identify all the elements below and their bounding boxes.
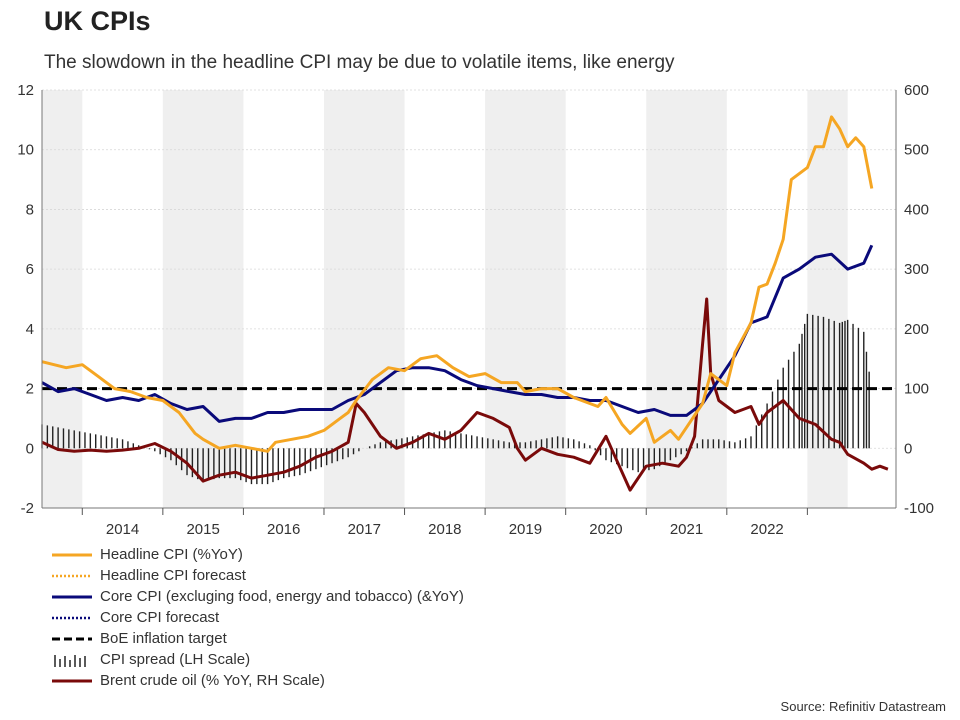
- x-tick-label: 2017: [348, 521, 381, 538]
- year-band: [42, 90, 83, 508]
- left-tick-label: 12: [17, 82, 34, 99]
- legend-label-core: Core CPI (excluging food, energy and tob…: [100, 588, 464, 605]
- spread-swatch: [54, 654, 86, 667]
- right-axis-ticks: 600 500 400 300 200 100 0 -100: [904, 82, 934, 517]
- right-tick-label: -100: [904, 500, 934, 517]
- x-tick-label: 2016: [267, 521, 300, 538]
- left-tick-label: 4: [26, 321, 34, 338]
- core-swatch: [52, 595, 92, 598]
- chart-canvas: 12 10 8 6 4 2 0 -2 600 500 400 300 200 100 0 -100 2014…: [17, 82, 934, 538]
- legend-item-spread: CPI spread (LH Scale): [52, 649, 464, 670]
- year-band: [646, 90, 727, 508]
- legend-item-core-forecast: Core CPI forecast: [52, 607, 464, 628]
- x-axis-ticks: 2014 2015 2016 2017 2018 2019 2020 2021 2022: [81, 508, 808, 538]
- source-note: Source: Refinitiv Datastream: [780, 699, 946, 714]
- x-tick-label: 2019: [509, 521, 542, 538]
- series-lines: [41, 115, 896, 492]
- headline-swatch: [52, 553, 92, 556]
- right-tick-label: 400: [904, 201, 929, 218]
- brent-line: [41, 297, 889, 492]
- x-tick-label: 2022: [750, 521, 783, 538]
- legend-item-core: Core CPI (excluging food, energy and tob…: [52, 586, 464, 607]
- right-tick-label: 200: [904, 321, 929, 338]
- right-tick-label: 100: [904, 381, 929, 398]
- left-tick-label: 0: [26, 440, 34, 457]
- year-band: [323, 90, 405, 508]
- legend-label-brent: Brent crude oil (% YoY, RH Scale): [100, 672, 325, 689]
- right-tick-label: 300: [904, 261, 929, 278]
- axes: [41, 90, 897, 509]
- left-tick-label: 6: [26, 261, 34, 278]
- core-forecast-swatch: [52, 616, 92, 619]
- right-tick-label: 600: [904, 82, 929, 99]
- legend-label-target: BoE inflation target: [100, 630, 227, 647]
- legend-label-headline-forecast: Headline CPI forecast: [100, 567, 246, 584]
- right-tick-label: 500: [904, 142, 929, 159]
- headline-forecast-swatch: [52, 574, 92, 577]
- legend-label-core-forecast: Core CPI forecast: [100, 609, 220, 626]
- left-axis-ticks: 12 10 8 6 4 2 0 -2: [17, 82, 34, 517]
- x-tick-label: 2014: [106, 521, 139, 538]
- chart-title: UK CPIs: [44, 6, 151, 36]
- legend-item-brent: Brent crude oil (% YoY, RH Scale): [52, 670, 464, 691]
- chart-subtitle: The slowdown in the headline CPI may be …: [44, 52, 675, 73]
- year-band: [807, 90, 848, 508]
- left-tick-label: 10: [17, 142, 34, 159]
- legend: Headline CPI (%YoY) Headline CPI forecas…: [52, 544, 464, 691]
- legend-item-target: BoE inflation target: [52, 628, 464, 649]
- x-tick-label: 2021: [670, 521, 703, 538]
- x-tick-label: 2018: [428, 521, 461, 538]
- legend-label-headline: Headline CPI (%YoY): [100, 546, 243, 563]
- legend-item-headline: Headline CPI (%YoY): [52, 544, 464, 565]
- left-tick-label: 8: [26, 201, 34, 218]
- legend-item-headline-forecast: Headline CPI forecast: [52, 565, 464, 586]
- brent-swatch: [52, 679, 92, 682]
- legend-label-spread: CPI spread (LH Scale): [100, 651, 251, 668]
- left-tick-label: -2: [21, 500, 34, 517]
- headline-cpi-line: [41, 115, 874, 453]
- x-tick-label: 2020: [589, 521, 622, 538]
- right-tick-label: 0: [904, 440, 912, 457]
- target-swatch: [52, 637, 92, 640]
- left-tick-label: 2: [26, 381, 34, 398]
- x-tick-label: 2015: [186, 521, 219, 538]
